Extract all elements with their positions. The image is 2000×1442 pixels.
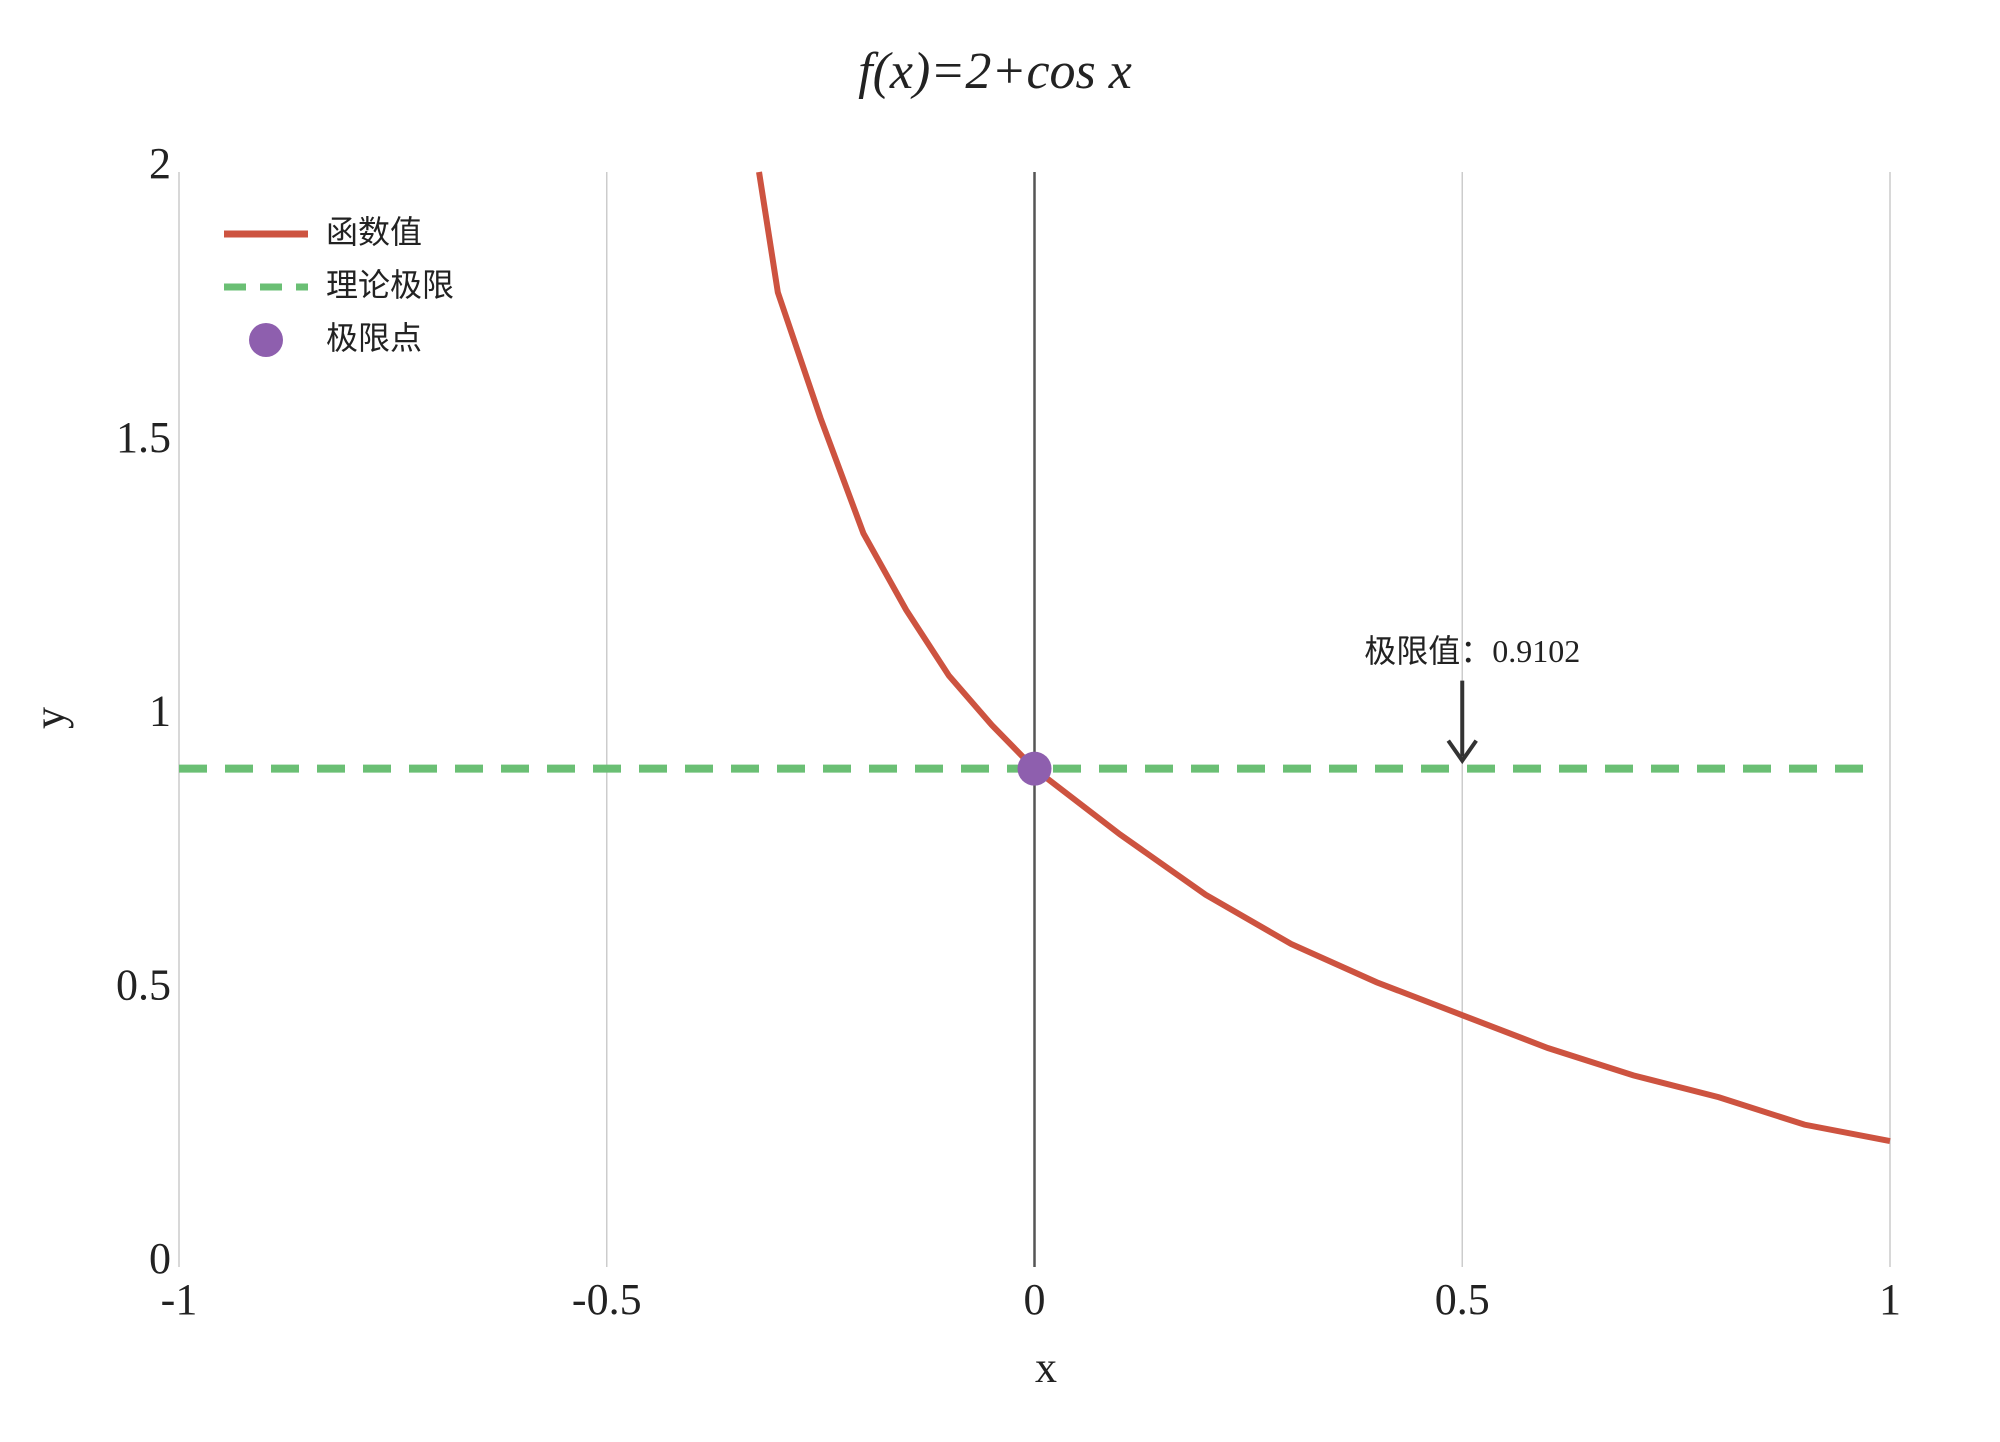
y-tick-label: 1 xyxy=(149,687,171,736)
x-tick-label: -0.5 xyxy=(572,1275,642,1324)
legend-label: 极限点 xyxy=(326,319,422,357)
y-tick-label: 2 xyxy=(149,139,171,188)
y-tick-label: 0.5 xyxy=(116,960,171,1009)
x-tick-label: 0.5 xyxy=(1435,1275,1490,1324)
y-tick-label: 1.5 xyxy=(116,413,171,462)
legend-label: 函数值 xyxy=(326,213,422,251)
function-line xyxy=(756,171,1891,1145)
x-tick-label: 0 xyxy=(1024,1275,1046,1324)
chart-title: f(x)=2+cos x xyxy=(858,43,1132,100)
x-tick-label: -1 xyxy=(161,1275,198,1324)
limit-point xyxy=(1017,751,1052,786)
x-tick-label: 1 xyxy=(1879,1275,1901,1324)
y-axis-label: y xyxy=(25,707,74,729)
legend-marker xyxy=(249,323,283,357)
annotation-text: 极限值：0.9102 xyxy=(1364,633,1580,669)
annotation-arrowhead xyxy=(1446,739,1478,765)
y-tick-label: 0 xyxy=(149,1234,171,1283)
legend-label: 理论极限 xyxy=(326,266,454,304)
x-axis-label: x xyxy=(1035,1343,1057,1392)
